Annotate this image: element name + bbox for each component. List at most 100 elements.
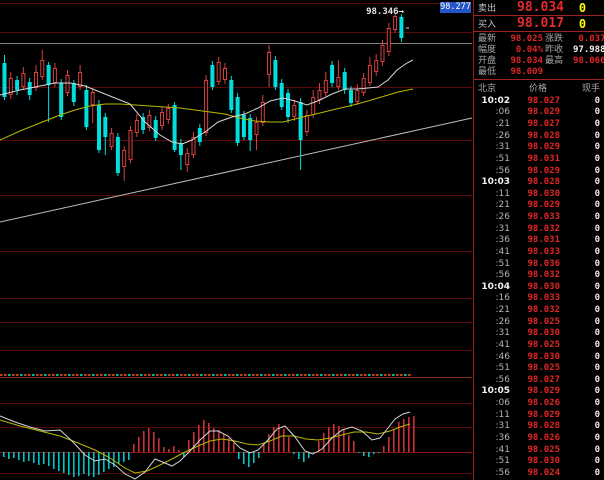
trade-price: 98.031 (527, 153, 560, 164)
trade-row: :36 98.031 0 (474, 235, 604, 247)
trade-time: :41 (495, 246, 510, 257)
trade-price: 98.025 (527, 444, 560, 455)
trade-time: :56 (495, 270, 510, 281)
trade-volume: 0 (594, 223, 600, 234)
trade-volume: 0 (594, 212, 600, 223)
trade-row: :21 98.029 0 (474, 200, 604, 212)
buy-price: 98.017 (517, 16, 564, 31)
ticker-header: 北京 价格 现手 (474, 80, 604, 94)
trade-price: 98.025 (527, 316, 560, 327)
trade-volume: 0 (594, 177, 600, 188)
header-price: 价格 (528, 83, 547, 94)
trade-price: 98.029 (527, 409, 560, 420)
sell-row[interactable]: 卖出 98.034 0 (474, 0, 604, 15)
trade-row: :16 98.033 0 (474, 293, 604, 305)
time-sales-list[interactable]: 10:02 98.027 0:06 98.029 0:21 98.027 0:26 98.02… (474, 95, 604, 480)
trade-price: 98.029 (527, 107, 560, 118)
trade-time: :11 (495, 409, 510, 420)
trade-volume: 0 (594, 409, 600, 420)
trade-price: 98.033 (527, 212, 560, 223)
trade-volume: 0 (594, 142, 600, 153)
trade-time: :51 (495, 363, 510, 374)
trade-price: 98.029 (527, 386, 560, 397)
quote-stats: 最新 98.025 涨跌 0.037 幅度 0.04% 昨收 97.988 开盘 98.034 最高… (474, 32, 604, 79)
trade-time: 10:02 (481, 95, 510, 106)
trade-volume: 0 (594, 339, 600, 350)
trade-time: :56 (495, 467, 510, 478)
trade-row: :31 98.028 0 (474, 421, 604, 433)
trade-row: :51 98.030 0 (474, 455, 604, 467)
sell-qty: 0 (578, 0, 587, 15)
trade-row: :26 98.028 0 (474, 130, 604, 142)
trade-price: 98.025 (527, 339, 560, 350)
high-price-label: 98.346→ (366, 7, 405, 17)
trade-time: 10:05 (481, 386, 510, 397)
trade-row: :51 98.036 0 (474, 258, 604, 270)
macd-panel (0, 411, 472, 480)
stat-label: 涨跌 (545, 34, 564, 44)
stat-value: 98.025 (510, 34, 543, 44)
separator (474, 79, 604, 80)
trade-volume: 0 (594, 95, 600, 106)
trade-volume: 0 (594, 316, 600, 327)
trade-price: 98.030 (527, 456, 560, 467)
stat-label: 最新 (478, 34, 497, 44)
trade-price: 98.024 (527, 467, 560, 478)
trend-line (0, 117, 473, 223)
sell-label: 卖出 (478, 4, 497, 14)
trade-price: 98.030 (527, 188, 560, 199)
trade-volume: 0 (594, 153, 600, 164)
trade-volume: 0 (594, 293, 600, 304)
trade-time: :51 (495, 456, 510, 467)
trade-price: 98.025 (527, 363, 560, 374)
trade-row: 10:03 98.028 0 (474, 176, 604, 188)
trade-volume: 0 (594, 200, 600, 211)
trade-row: :56 98.032 0 (474, 269, 604, 281)
trade-time: :41 (495, 444, 510, 455)
trade-row: :06 98.026 0 (474, 397, 604, 409)
trade-time: :56 (495, 374, 510, 385)
trade-time: :21 (495, 200, 510, 211)
trade-volume: 0 (594, 444, 600, 455)
stat-value: 97.988 (573, 45, 604, 55)
trade-price: 98.031 (527, 235, 560, 246)
trade-volume: 0 (594, 363, 600, 374)
trade-price: 98.026 (527, 398, 560, 409)
trade-time: :06 (495, 398, 510, 409)
ma-lines (0, 59, 414, 145)
trade-price: 98.027 (527, 95, 560, 106)
trade-volume: 0 (594, 119, 600, 130)
trade-volume: 0 (594, 246, 600, 257)
separator (474, 15, 604, 16)
trade-price: 98.030 (527, 281, 560, 292)
trade-row: :31 98.030 0 (474, 328, 604, 340)
trade-time: :31 (495, 142, 510, 153)
trade-row: :26 98.025 0 (474, 316, 604, 328)
trade-row: :11 98.030 0 (474, 188, 604, 200)
trade-price: 98.033 (527, 293, 560, 304)
separator (474, 31, 604, 32)
trade-time: :36 (495, 432, 510, 443)
trade-time: :31 (495, 223, 510, 234)
trade-time: :51 (495, 258, 510, 269)
trade-price: 98.028 (527, 130, 560, 141)
trade-time: :26 (495, 130, 510, 141)
trade-volume: 0 (594, 305, 600, 316)
trade-price: 98.032 (527, 270, 560, 281)
trade-row: :31 98.029 0 (474, 142, 604, 154)
trade-price: 98.032 (527, 223, 560, 234)
gridlines (0, 3, 472, 474)
stat-value: 0.037 (578, 34, 604, 44)
trade-row: 10:02 98.027 0 (474, 95, 604, 107)
kline-chart[interactable]: 98.346→ (0, 0, 473, 480)
trade-time: :26 (495, 212, 510, 223)
buy-row[interactable]: 买入 98.017 0 (474, 16, 604, 31)
trade-time: :21 (495, 305, 510, 316)
trade-volume: 0 (594, 130, 600, 141)
trade-price: 98.026 (527, 432, 560, 443)
header-volume: 现手 (581, 83, 600, 94)
trade-time: :16 (495, 293, 510, 304)
trade-price: 98.029 (527, 165, 560, 176)
trade-volume: 0 (594, 398, 600, 409)
